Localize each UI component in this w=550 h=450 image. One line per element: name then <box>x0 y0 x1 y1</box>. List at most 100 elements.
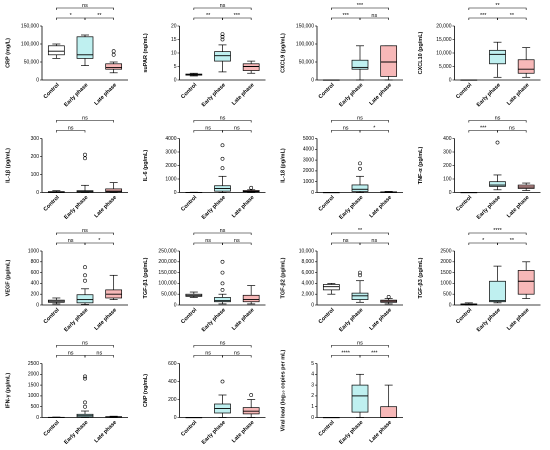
significance-bracket <box>497 17 527 20</box>
y-tick-label: 10,000 <box>299 248 315 254</box>
outlier <box>220 287 225 292</box>
outlier <box>83 156 87 161</box>
y-tick-label: 4 <box>311 372 314 378</box>
outlier <box>111 52 116 57</box>
significance-bracket <box>468 120 527 123</box>
x-tick-label: Late phase <box>94 82 119 107</box>
x-tick-label: Late phase <box>231 82 256 107</box>
box <box>489 49 506 65</box>
y-tick-label: 0 <box>174 77 177 83</box>
y-tick-label: 200 <box>31 154 40 160</box>
significance-bracket <box>84 17 114 20</box>
x-tick-label: Late phase <box>94 307 119 332</box>
panel: VEGF (pg/mL) 0 200 400 600 800 1000 Control Earl… <box>5 228 128 333</box>
y-tick-label: 0 <box>36 302 39 308</box>
y-tick-label: 1500 <box>440 270 451 276</box>
y-axis-label: CNP (ng/mL) <box>143 374 149 407</box>
y-tick-label: 600 <box>168 361 177 367</box>
significance-label: ns <box>82 340 88 346</box>
outlier <box>220 34 225 39</box>
y-tick-label: 2000 <box>440 259 451 265</box>
x-tick-label: Control <box>318 419 336 437</box>
significance-label: ns <box>205 238 211 244</box>
significance-bracket <box>222 355 252 358</box>
outlier <box>83 374 87 379</box>
y-tick-label: 3000 <box>303 157 314 163</box>
significance-bracket <box>468 232 527 235</box>
x-tick-label: Early phase <box>338 420 364 446</box>
x-tick-label: Late phase <box>369 82 394 107</box>
significance-bracket <box>222 130 252 133</box>
y-tick-label: 100 <box>31 172 40 178</box>
y-tick-label: 1000 <box>440 281 451 287</box>
y-tick-label: 100,000 <box>296 41 314 47</box>
y-tick-label: 5,000 <box>439 64 452 70</box>
x-tick-label: Late phase <box>506 195 531 220</box>
box <box>76 36 94 59</box>
x-tick-label: Early phase <box>201 307 227 333</box>
y-tick-label: 0 <box>311 77 314 83</box>
y-tick-label: 0 <box>449 77 452 83</box>
significance-label: ns <box>357 340 363 346</box>
x-tick-label: Control <box>43 307 61 325</box>
x-tick-label: Late phase <box>506 307 531 332</box>
x-tick-label: Late phase <box>369 195 394 220</box>
significance-label: ** <box>97 13 102 19</box>
y-tick-label: 0 <box>449 190 452 196</box>
significance-label: ns <box>68 238 74 244</box>
box <box>517 270 535 295</box>
x-tick-label: Control <box>43 419 61 437</box>
y-tick-label: 100 <box>443 176 452 182</box>
y-tick-label: 2000 <box>303 168 314 174</box>
panel: TGF-β1 (pg/mL) 0 50,000 100,000 150,000 200,0… <box>143 228 266 333</box>
y-tick-label: 1000 <box>165 176 176 182</box>
significance-label: ns <box>220 228 226 234</box>
x-tick-label: Early phase <box>338 307 364 333</box>
significance-bracket <box>359 242 389 245</box>
outlier <box>220 281 225 286</box>
significance-bracket <box>193 232 252 235</box>
y-axis-label: TGF-β2 (pg/mL) <box>280 257 286 298</box>
x-tick-label: Late phase <box>231 420 256 445</box>
significance-label: ns <box>343 238 349 244</box>
y-tick-label: 150,000 <box>296 23 314 29</box>
y-tick-label: 10 <box>171 50 177 56</box>
significance-label: ns <box>357 115 363 121</box>
x-tick-label: Early phase <box>63 307 89 333</box>
x-tick-label: Early phase <box>476 307 502 333</box>
y-tick-label: 0 <box>311 302 314 308</box>
significance-bracket <box>497 130 527 133</box>
y-tick-label: 0 <box>36 415 39 421</box>
y-tick-label: 3 <box>311 382 314 388</box>
panel: IL-6 (pg/mL) 0 1000 2000 3000 4000 Control Earl… <box>143 115 266 221</box>
y-tick-label: 3000 <box>165 149 176 155</box>
significance-bracket <box>331 120 389 123</box>
outlier <box>358 273 362 278</box>
significance-bracket <box>222 242 252 245</box>
y-tick-label: 1000 <box>303 179 314 185</box>
y-tick-label: 50,000 <box>299 59 315 65</box>
panel: TGF-β3 (pg/mL) 0 500 1000 1500 2000 2500 Contro… <box>418 228 541 333</box>
box <box>351 292 369 300</box>
significance-label: ns <box>509 125 515 131</box>
y-tick-label: 1500 <box>28 382 39 388</box>
x-tick-label: Early phase <box>201 195 227 221</box>
significance-label: ns <box>220 3 226 9</box>
significance-label: **** <box>493 228 502 234</box>
significance-bracket <box>222 17 252 20</box>
significance-label: ns <box>82 3 88 9</box>
x-tick-label: Control <box>455 82 473 100</box>
y-tick-label: 5 <box>311 361 314 367</box>
significance-label: * <box>373 125 376 131</box>
x-tick-label: Late phase <box>231 307 256 332</box>
x-tick-label: Early phase <box>476 82 502 108</box>
panel: TGF-β2 (pg/mL) 0 2,000 4,000 6,000 8,000 10,00… <box>280 228 403 333</box>
y-tick-label: 2,000 <box>301 292 314 298</box>
box <box>322 284 340 291</box>
box <box>351 59 369 70</box>
y-tick-label: 50,000 <box>24 59 40 65</box>
box <box>351 384 369 413</box>
x-tick-label: Late phase <box>369 420 394 445</box>
